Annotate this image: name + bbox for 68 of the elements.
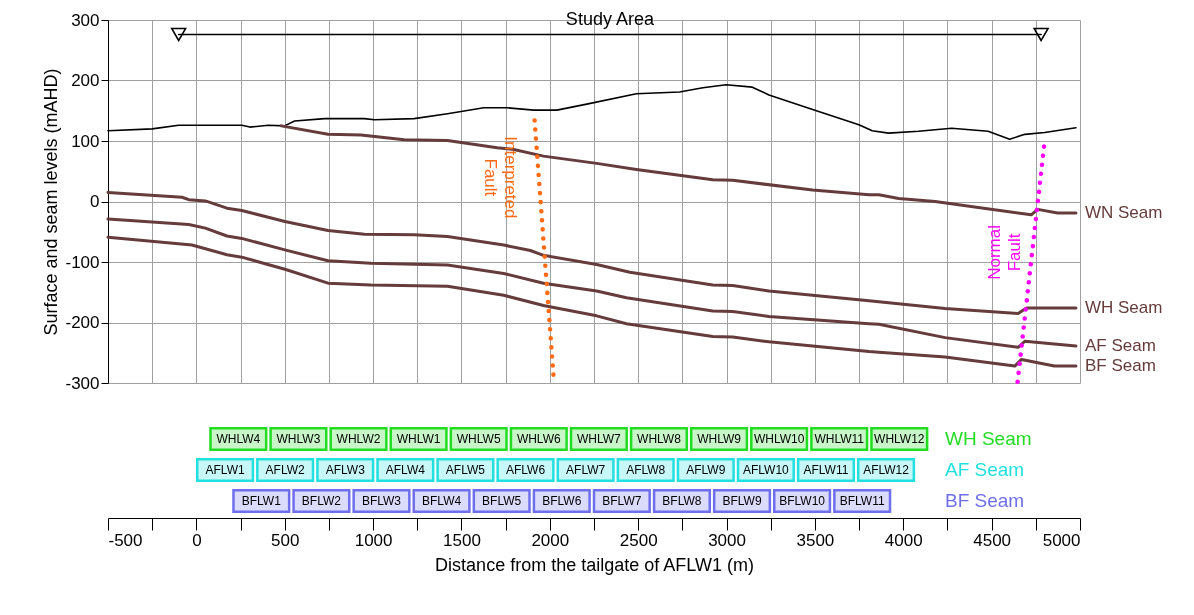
data-label: WHLW11	[814, 432, 865, 447]
data-label: BFLW3	[361, 493, 402, 508]
y-axis-title: Surface and seam levels (mAHD)	[41, 68, 62, 336]
data-label: AFLW7	[566, 463, 606, 477]
y-tick-label: -300	[65, 373, 100, 393]
data-label: WHLW2	[336, 432, 381, 447]
data-label: BFLW10	[779, 493, 826, 508]
data-label: WHLW4	[216, 432, 261, 447]
data-label: WHLW7	[576, 432, 622, 447]
data-label: BFLW6	[542, 493, 582, 508]
series-label: WN Seam	[1084, 202, 1163, 222]
data-label: WHLW12	[874, 432, 925, 447]
data-label: WHLW6	[516, 432, 561, 447]
x-tick-label: 4500	[973, 530, 1012, 550]
data-label: AFLW8	[626, 463, 666, 477]
y-tick-label: 300	[71, 10, 100, 30]
data-label: WHLW3	[276, 432, 321, 447]
y-tick-label: 0	[90, 192, 100, 211]
x-tick-label: -500	[108, 530, 143, 550]
line-series	[106, 217, 1078, 349]
data-label: BFLW11	[839, 493, 885, 508]
data-label: AFLW12	[863, 463, 910, 477]
x-tick-label: 1500	[443, 530, 481, 550]
data-label: WHLW10	[753, 432, 805, 447]
data-label: BFLW5	[482, 493, 522, 508]
x-tick-label: 4000	[884, 530, 923, 550]
annotation: Study Area	[565, 9, 655, 30]
y-tick-label: 200	[71, 71, 100, 90]
data-label: WHLW8	[637, 432, 682, 447]
data-label: AFLW3	[325, 463, 366, 477]
x-tick-label: 500	[271, 530, 300, 550]
x-tick-label: 3000	[708, 530, 746, 550]
data-label: WHLW1	[396, 432, 441, 447]
text: Normal Fault	[985, 225, 1025, 280]
x-tick-label: 2000	[531, 530, 570, 550]
data-label: WHLW5	[456, 432, 501, 447]
x-tick-label: 1000	[354, 530, 393, 550]
data-label: BFLW2	[301, 493, 342, 508]
data-label: AFLW1	[205, 463, 245, 477]
data-label: BFLW8	[662, 493, 702, 508]
x-tick-label: 0	[192, 530, 202, 550]
data-label: AFLW9	[686, 463, 726, 477]
data-label: AFLW5	[445, 463, 486, 477]
data-label: BFLW4	[422, 493, 462, 508]
x-tick-label: 2500	[619, 530, 658, 550]
x-tick-label: 5000	[1042, 530, 1081, 550]
data-label: BFLW9	[722, 493, 762, 508]
series-label: WH Seam	[1084, 297, 1163, 317]
data-label: BFLW1	[241, 493, 282, 508]
y-tick-label: -100	[65, 252, 100, 272]
y-tick-label: AF Seam	[945, 459, 1025, 480]
x-axis-title: Distance from the tailgate of AFLW1 (m)	[435, 554, 754, 575]
data-label: WHLW9	[697, 432, 742, 447]
y-tick-label: WH Seam	[945, 428, 1032, 450]
y-tick-label: -200	[65, 313, 100, 332]
data-label: AFLW6	[505, 463, 546, 477]
data-label: BFLW7	[602, 493, 642, 508]
data-label: AFLW11	[803, 463, 849, 477]
data-label: AFLW2	[265, 463, 306, 477]
line-series	[279, 124, 1078, 217]
text: Interpreted Fault	[481, 136, 521, 219]
y-tick-label: 100	[71, 131, 100, 151]
y-tick-label: BF Seam	[945, 489, 1025, 511]
data-label: AFLW4	[385, 463, 426, 477]
data-label: AFLW10	[742, 463, 790, 477]
x-tick-label: 3500	[796, 530, 835, 550]
series-label: AF Seam	[1084, 336, 1156, 356]
series-label: BF Seam	[1084, 356, 1156, 376]
